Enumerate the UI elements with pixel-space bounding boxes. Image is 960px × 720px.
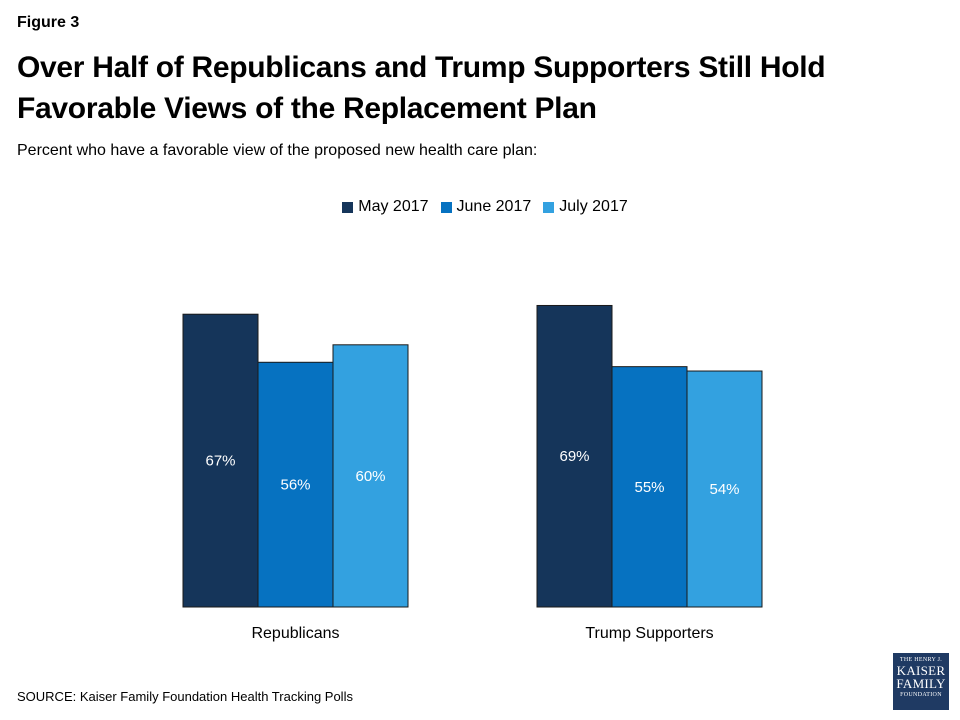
data-label-trump-supporters-july-2017: 54% xyxy=(709,481,739,498)
data-label-republicans-june-2017: 56% xyxy=(280,477,310,494)
category-label-republicans: Republicans xyxy=(251,625,339,642)
legend-label-may-2017: May 2017 xyxy=(358,198,429,215)
chart-title: Over Half of Republicans and Trump Suppo… xyxy=(17,47,917,129)
chart-subtitle: Percent who have a favorable view of the… xyxy=(17,142,538,159)
logo-line-3: FAMILY xyxy=(896,676,946,691)
chart-title-line-1: Over Half of Republicans and Trump Suppo… xyxy=(17,51,826,84)
legend-item-may-2017: May 2017 xyxy=(342,198,429,216)
legend-swatch-june-2017 xyxy=(440,201,452,213)
bar-republicans-july-2017 xyxy=(332,344,409,608)
legend-swatch-may-2017 xyxy=(342,201,354,213)
legend-swatch-july-2017 xyxy=(543,201,555,213)
bar-republicans-may-2017 xyxy=(182,313,259,608)
data-label-trump-supporters-may-2017: 69% xyxy=(559,448,589,465)
bar-trump-supporters-june-2017 xyxy=(611,366,688,608)
logo-line-4: FOUNDATION xyxy=(900,692,942,698)
bar-trump-supporters-july-2017 xyxy=(686,370,763,608)
kff-logo: THE HENRY J. KAISER FAMILY FOUNDATION xyxy=(893,653,949,710)
data-label-republicans-may-2017: 67% xyxy=(205,453,235,470)
source-note: SOURCE: Kaiser Family Foundation Health … xyxy=(17,689,353,704)
legend-label-july-2017: July 2017 xyxy=(559,198,628,215)
figure-label: Figure 3 xyxy=(17,14,80,31)
data-label-republicans-july-2017: 60% xyxy=(355,468,385,485)
logo-line-2: KAISER xyxy=(896,663,946,678)
data-label-trump-supporters-june-2017: 55% xyxy=(634,479,664,496)
bar-trump-supporters-may-2017 xyxy=(536,304,613,608)
chart-legend: May 2017 June 2017 July 2017 xyxy=(0,198,960,216)
legend-item-june-2017: June 2017 xyxy=(440,198,532,216)
chart-title-line-2: Favorable Views of the Replacement Plan xyxy=(17,92,597,125)
legend-item-july-2017: July 2017 xyxy=(543,198,628,216)
legend-label-june-2017: June 2017 xyxy=(456,198,532,215)
logo-line-1: THE HENRY J. xyxy=(899,657,943,663)
bar-republicans-june-2017 xyxy=(257,361,334,608)
category-label-trump-supporters: Trump Supporters xyxy=(585,625,713,642)
